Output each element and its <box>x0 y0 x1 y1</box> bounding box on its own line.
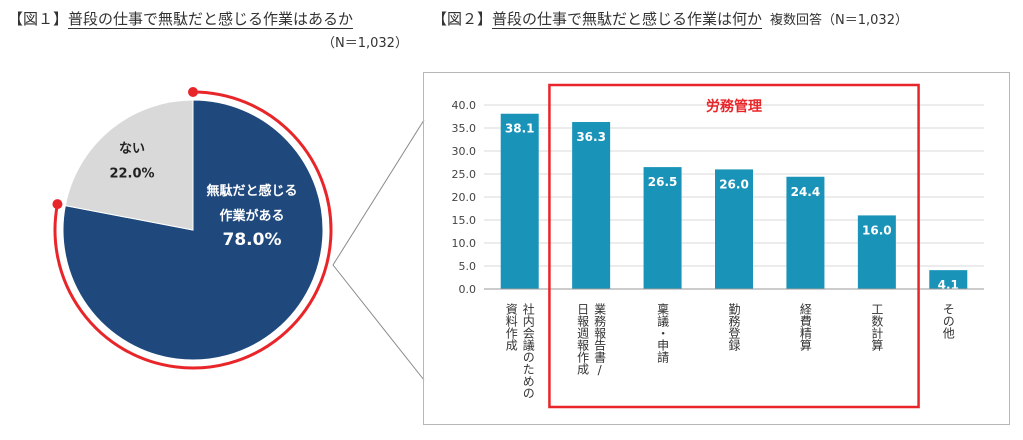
x-category-label-0: 社内会議のための <box>521 302 535 399</box>
bar-value-label-2: 26.5 <box>648 175 678 189</box>
bar-5 <box>857 215 896 289</box>
bar-4 <box>786 176 825 289</box>
fig1-title: 【図１】普段の仕事で無駄だと感じる作業はあるか <box>8 8 353 29</box>
connector-line-0 <box>332 119 425 266</box>
y-tick-label-6: 30.0 <box>452 145 477 158</box>
fig2-title-text: 普段の仕事で無駄だと感じる作業は何か <box>492 10 763 28</box>
pie-value-label-1: 22.0% <box>109 167 154 182</box>
fig2-note: 複数回答（N＝1,032） <box>770 13 908 28</box>
y-tick-label-7: 35.0 <box>452 122 477 135</box>
x-category-label-0: 資料作成 <box>504 303 518 352</box>
fig1-n-note: （N＝1,032） <box>322 36 408 51</box>
bar-value-label-1: 36.3 <box>576 130 606 144</box>
bar-chart: 0.0 5.0 10.0 15.0 20.0 25.0 30.0 35.0 40.0 38.1 社内… <box>452 83 984 409</box>
pie-highlight-dot-0 <box>188 87 198 97</box>
bar-0 <box>500 113 539 289</box>
bar-value-label-4: 24.4 <box>791 185 821 199</box>
bar-3 <box>715 169 753 289</box>
bar-1 <box>572 122 611 289</box>
pie-value-label-0: 78.0% <box>223 230 282 250</box>
bar-value-label-5: 16.0 <box>862 223 892 237</box>
fig2-title-bracket: 【図２】 <box>432 10 493 28</box>
highlight-label: 労務管理 <box>706 98 762 115</box>
x-category-label-1: 日報週報作成 <box>576 303 590 376</box>
x-category-label-4: 経費精算 <box>798 303 812 351</box>
x-category-label-3: 勤務登録 <box>727 303 741 351</box>
x-category-label-1: 業務報告書/ <box>593 303 607 377</box>
pie-category-label-0: 作業がある <box>219 208 284 224</box>
x-category-label-6: その他 <box>941 303 955 339</box>
bar-value-label-6: 4.1 <box>938 278 959 292</box>
pie-category-label-1: ない <box>119 142 145 157</box>
connector-line-1 <box>332 264 425 381</box>
y-tick-label-4: 20.0 <box>452 191 477 204</box>
x-category-label-2: 稟議・申請 <box>656 302 670 364</box>
pie-highlight-dot-1 <box>52 199 63 210</box>
fig1-title-text: 普段の仕事で無駄だと感じる作業はあるか <box>68 10 354 28</box>
pie-highlight-arc <box>53 90 333 370</box>
bar-value-label-3: 26.0 <box>719 177 749 191</box>
bar-value-label-0: 38.1 <box>505 122 535 136</box>
y-tick-label-3: 15.0 <box>452 214 477 227</box>
fig2-title: 【図２】普段の仕事で無駄だと感じる作業は何か 複数回答（N＝1,032） <box>432 8 908 29</box>
x-category-label-5: 工数計算 <box>870 303 884 351</box>
y-tick-label-1: 5.0 <box>459 260 477 273</box>
y-tick-label-0: 0.0 <box>459 283 477 296</box>
bar-2 <box>643 167 682 289</box>
y-tick-label-5: 25.0 <box>452 168 477 181</box>
pie-slice-1 <box>64 99 194 231</box>
bar-6 <box>929 270 968 289</box>
pie-category-label-0: 無駄だと感じる <box>206 183 297 199</box>
highlight-box <box>548 83 920 409</box>
bar-chart-frame: 0.0 5.0 10.0 15.0 20.0 25.0 30.0 35.0 40.0 38.1 社内… <box>423 72 1010 425</box>
fig1-title-bracket: 【図１】 <box>8 10 69 28</box>
y-tick-label-8: 40.0 <box>452 99 477 112</box>
y-tick-label-2: 10.0 <box>452 237 477 250</box>
